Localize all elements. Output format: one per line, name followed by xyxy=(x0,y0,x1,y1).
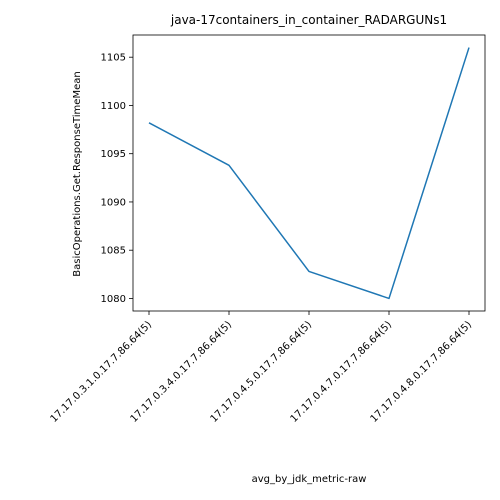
y-axis-title: BasicOperations.Get.ResponseTimeMean xyxy=(72,71,83,276)
y-tick-label: 1090 xyxy=(101,197,126,208)
chart-title: java-17containers_in_container_RADARGUNs… xyxy=(170,13,447,27)
plot-frame xyxy=(132,34,486,312)
x-axis-title: avg_by_jdk_metric-raw xyxy=(252,474,367,485)
y-tick-label: 1080 xyxy=(101,294,126,305)
y-tick-label: 1085 xyxy=(101,246,126,257)
y-tick-label: 1105 xyxy=(101,53,126,64)
y-tick-label: 1095 xyxy=(101,149,126,160)
y-tick-label: 1100 xyxy=(101,101,126,112)
